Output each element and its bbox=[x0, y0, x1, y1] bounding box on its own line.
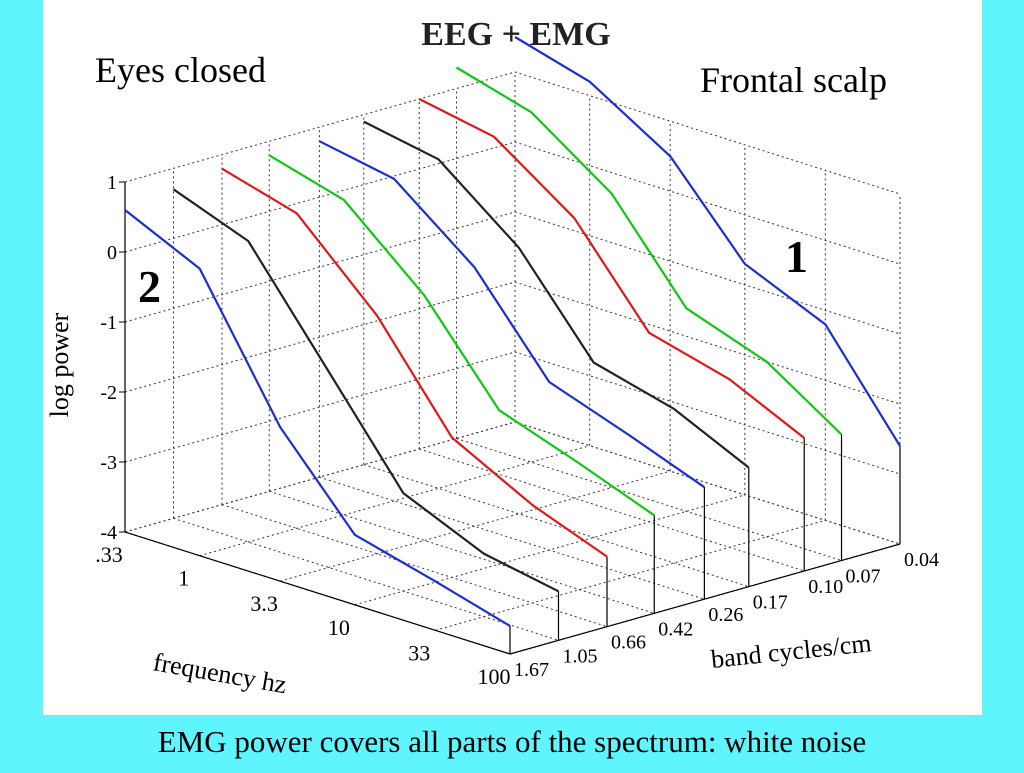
y-tick-label: -2 bbox=[100, 382, 117, 404]
spectrum-line bbox=[363, 120, 750, 469]
grid-line bbox=[173, 517, 559, 641]
z-tick-label: 0.42 bbox=[658, 618, 693, 640]
spectrum-line bbox=[221, 167, 608, 558]
z-tick-label: 0.04 bbox=[904, 549, 939, 571]
x-tick-label: 100 bbox=[478, 664, 511, 689]
annotation: 2 bbox=[138, 261, 161, 312]
y-tick-label: 1 bbox=[107, 172, 117, 194]
x-tick-label: 10 bbox=[328, 615, 350, 640]
z-tick-label: 1.05 bbox=[562, 645, 597, 667]
z-tick-label: 0.17 bbox=[753, 592, 788, 614]
grid-line bbox=[319, 476, 705, 600]
grid-line bbox=[221, 504, 608, 628]
y-tick-label: -3 bbox=[100, 452, 117, 474]
spectrum-line bbox=[172, 188, 559, 593]
spectrum-line bbox=[268, 154, 655, 517]
spectrum-line bbox=[418, 98, 805, 439]
annotation: 1 bbox=[785, 231, 808, 282]
plot-panel bbox=[43, 0, 982, 715]
spectrum-line bbox=[124, 209, 511, 627]
z-tick-label: 0.10 bbox=[808, 576, 843, 598]
caption: EMG power covers all parts of the spectr… bbox=[158, 724, 867, 759]
y-axis-label: log power bbox=[45, 312, 74, 417]
spectrum-line bbox=[318, 140, 706, 489]
x-tick-label: .33 bbox=[95, 542, 123, 567]
grid-line bbox=[419, 448, 805, 572]
x-tick-label: 33 bbox=[408, 640, 430, 665]
annotation: Eyes closed bbox=[95, 50, 266, 90]
grid-line bbox=[269, 490, 655, 614]
z-tick-label: 0.26 bbox=[708, 604, 743, 626]
z-tick-label: 1.67 bbox=[514, 659, 549, 681]
y-tick-label: 0 bbox=[107, 242, 117, 264]
y-tick-label: -1 bbox=[100, 312, 117, 334]
spectrum-line bbox=[455, 66, 843, 436]
y-tick-label: -4 bbox=[100, 522, 117, 544]
x-tick-label: 3.3 bbox=[250, 591, 278, 616]
z-tick-label: 0.66 bbox=[611, 632, 646, 654]
chart-title: EEG + EMG bbox=[421, 16, 610, 53]
x-tick-label: 1 bbox=[178, 566, 189, 591]
annotation: Frontal scalp bbox=[700, 60, 887, 100]
grid-line bbox=[456, 438, 842, 561]
grid-line bbox=[124, 71, 901, 195]
grid-line bbox=[363, 464, 749, 588]
grid-line bbox=[514, 421, 901, 545]
axis-line bbox=[509, 543, 901, 655]
axis-line bbox=[124, 531, 511, 655]
spectrum-line bbox=[514, 36, 901, 447]
z-tick-label: 0.07 bbox=[846, 565, 881, 587]
